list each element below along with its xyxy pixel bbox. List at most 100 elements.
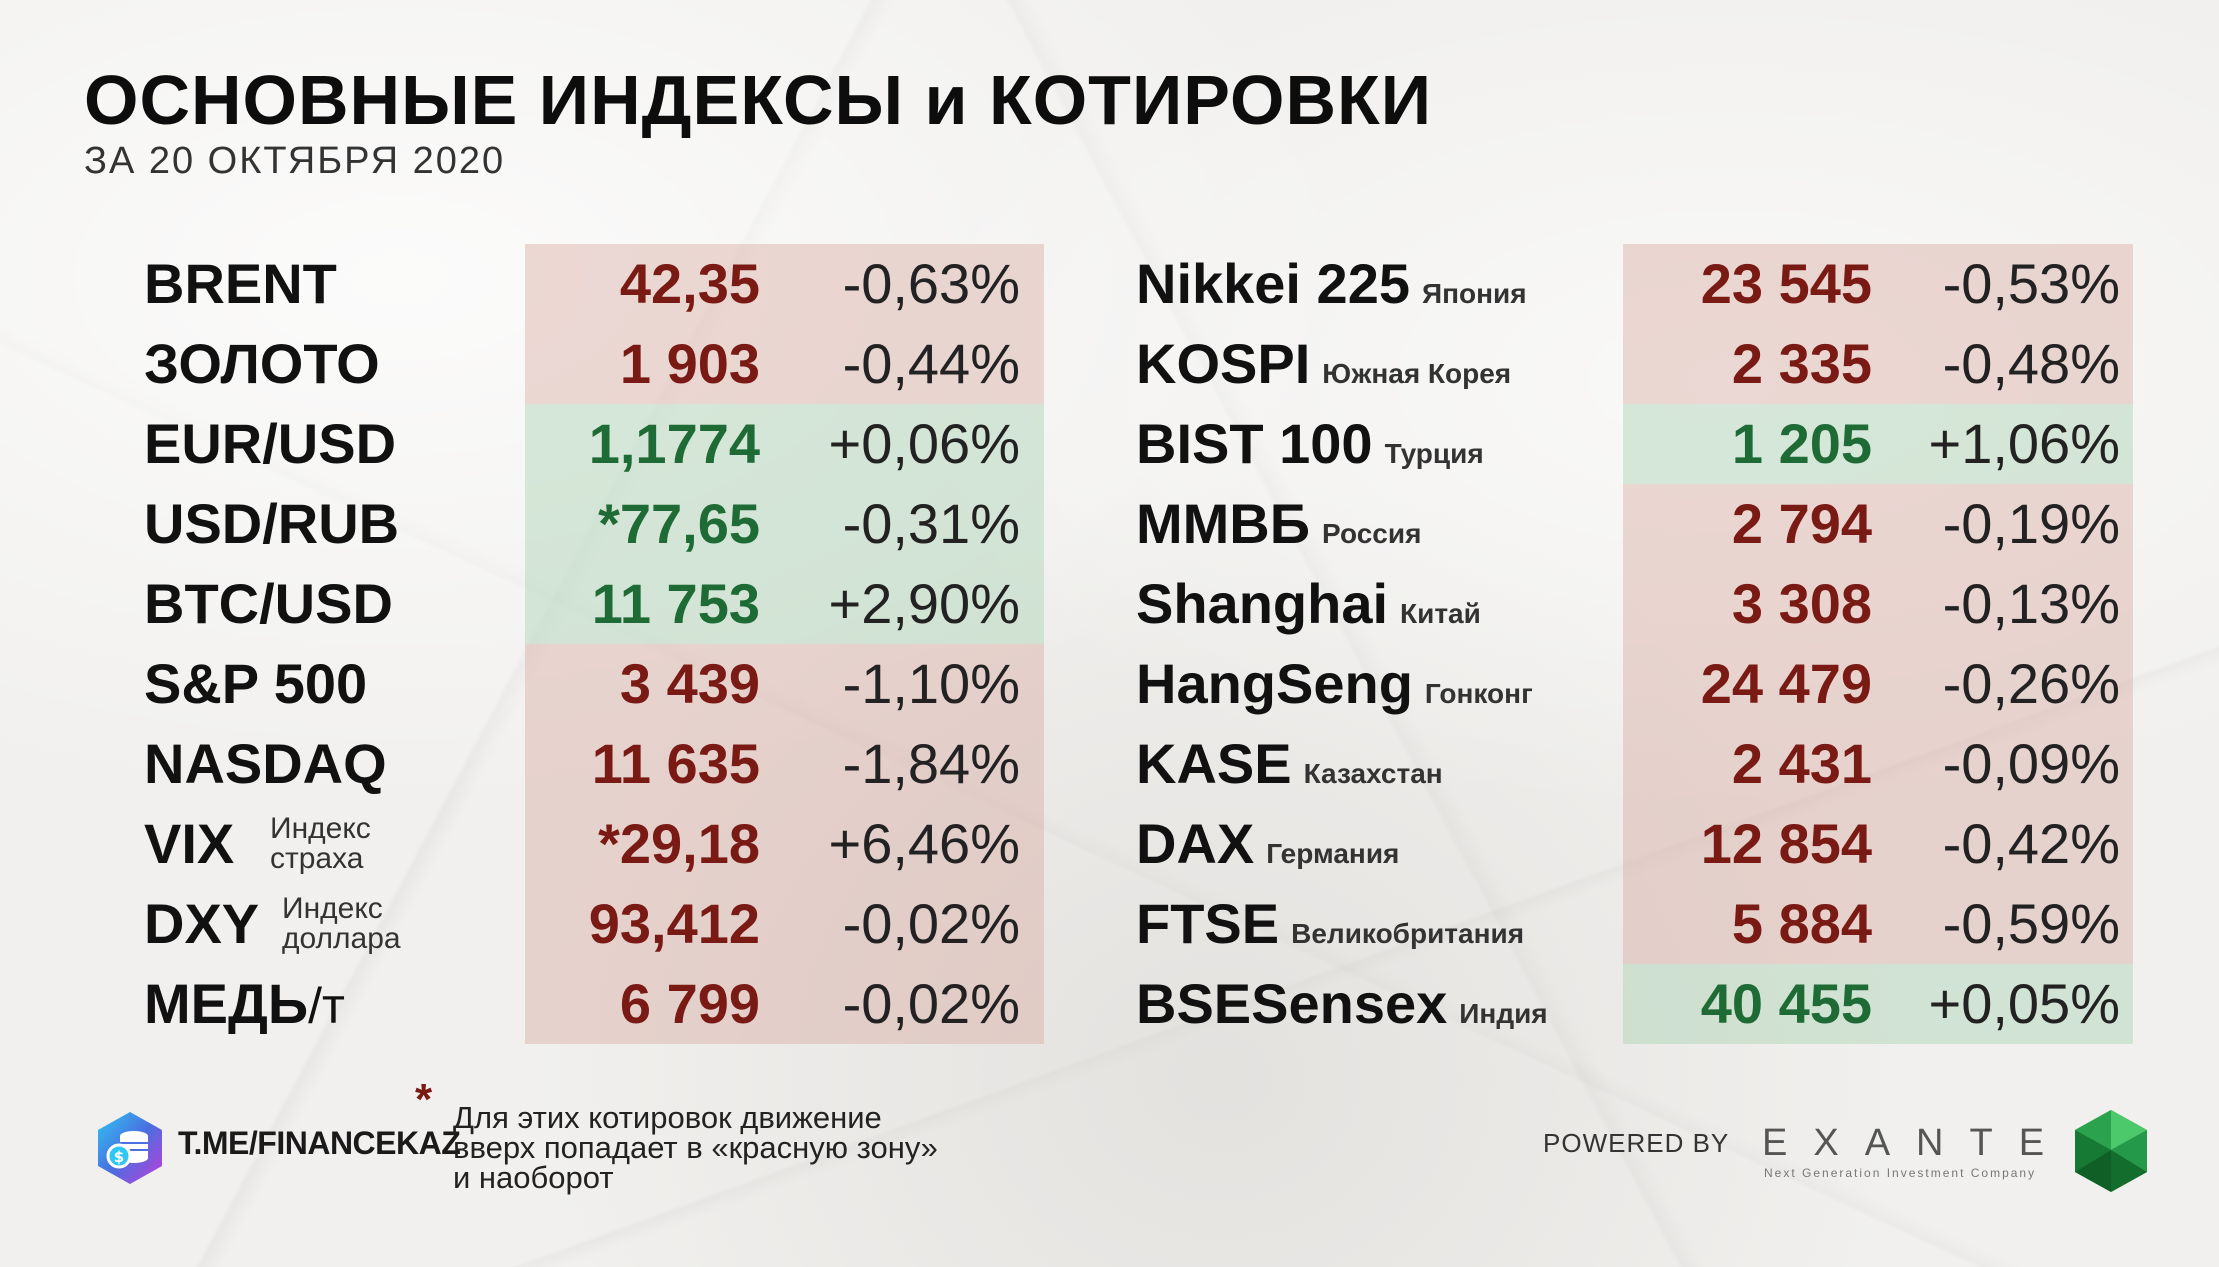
quote-value: *77,65 [598,492,760,555]
index-change: -0,48% [1942,332,2120,395]
red-zone-band [1623,244,2133,404]
index-country: Индия [1459,998,1548,1029]
table-row: S&P 500 3 439 -1,10% [0,644,1100,724]
index-change: -0,09% [1942,732,2120,795]
table-row: FTSE Великобритания 5 884 -0,59% [0,884,2219,964]
instrument-name: NASDAQ [144,724,387,804]
quote-change: +0,06% [828,412,1021,475]
instrument-label: МЕДЬ [144,972,309,1035]
index-name: BIST 100 Турция [1136,404,1484,494]
index-value: 1 205 [1731,412,1872,475]
index-country: Великобритания [1291,918,1525,949]
index-name: KOSPI Южная Корея [1136,324,1511,414]
index-name: ММВБ Россия [1136,484,1421,574]
quote-value: *29,18 [598,812,760,875]
page-subtitle: ЗА 20 ОКТЯБРЯ 2020 [84,140,506,182]
table-row: USD/RUB *77,65 -0,31% [0,484,1100,564]
index-country: Турция [1384,438,1484,469]
index-name: BSESensex Индия [1136,964,1548,1054]
footnote-line: вверх попадает в «красную зону» [453,1130,938,1165]
quote-change: -1,10% [842,652,1020,715]
index-name: HangSeng Гонконг [1136,644,1533,734]
index-label: FTSE [1136,892,1280,955]
table-row: BIST 100 Турция 1 205 +1,06% [0,404,2219,484]
instrument-label: S&P 500 [144,652,368,715]
quote-change: -0,02% [842,892,1020,955]
footnote: Для этих котировок движение вверх попада… [453,1100,1093,1193]
index-change: -0,19% [1942,492,2120,555]
instrument-description: Индекс [282,892,383,925]
powered-by-label: POWERED BY [1543,1128,1730,1158]
coins-hexagon-icon: $ [92,1110,168,1186]
index-value: 40 455 [1700,972,1872,1035]
index-change: +0,05% [1928,972,2121,1035]
index-name: Shanghai Китай [1136,564,1481,654]
table-row: KASE Казахстан 2 431 -0,09% [0,724,2219,804]
instrument-label: DXY [144,892,260,955]
instrument-label: VIX [144,812,235,875]
index-value: 5 884 [1731,892,1872,955]
table-row: BRENT 42,35 -0,63% [0,244,1100,324]
index-label: ММВБ [1136,492,1310,555]
index-value: 2 335 [1731,332,1872,395]
footnote-line: Для этих котировок движение [453,1100,882,1135]
green-gem-icon [2073,1108,2149,1194]
instrument-name: VIX [144,804,234,884]
index-change: -0,53% [1942,252,2120,315]
quote-change: -0,31% [842,492,1020,555]
svg-text:$: $ [114,1148,124,1166]
index-country: Япония [1421,278,1527,309]
instrument-name: USD/RUB [144,484,399,564]
quote-change: -0,02% [842,972,1020,1035]
index-country: Китай [1400,598,1481,629]
index-name: KASE Казахстан [1136,724,1443,814]
index-name: Nikkei 225 Япония [1136,244,1527,334]
quote-change: -0,63% [842,252,1020,315]
index-label: BIST 100 [1136,412,1373,475]
green-zone-band [1623,404,2133,484]
quote-value: 11 753 [591,572,760,635]
index-label: KOSPI [1136,332,1311,395]
green-zone-band [525,404,1044,644]
index-country: Казахстан [1303,758,1443,789]
green-zone-band [1623,964,2133,1044]
index-label: HangSeng [1136,652,1413,715]
table-row: DAX Германия 12 854 -0,42% [0,804,2219,884]
instrument-label: EUR/USD [144,412,397,475]
instrument-name: DXY [144,884,259,964]
exante-wordmark: EXANTE [1762,1122,2071,1164]
index-country: Германия [1266,838,1400,869]
index-change: -0,26% [1942,652,2120,715]
instrument-label: USD/RUB [144,492,400,555]
quote-value: 42,35 [619,252,760,315]
table-row: МЕДЬ/т 6 799 -0,02% [0,964,1100,1044]
index-country: Гонконг [1424,678,1533,709]
instrument-label: ЗОЛОТО [144,332,380,395]
index-country: Южная Корея [1322,358,1512,389]
table-row: Shanghai Китай 3 308 -0,13% [0,564,2219,644]
quote-value: 6 799 [619,972,760,1035]
index-label: Shanghai [1136,572,1389,635]
table-row: VIX Индекс страха *29,18 +6,46% [0,804,1100,884]
table-row: EUR/USD 1,1774 +0,06% [0,404,1100,484]
page-title: ОСНОВНЫЕ ИНДЕКСЫ и КОТИРОВКИ [84,61,1433,139]
index-change: -0,59% [1942,892,2120,955]
instrument-name: BRENT [144,244,337,324]
instrument-name: BTC/USD [144,564,393,644]
quote-value: 3 439 [619,652,760,715]
telegram-link[interactable]: T.ME/FINANCEKAZ [178,1125,461,1161]
table-row: Nikkei 225 Япония 23 545 -0,53% [0,244,2219,324]
instrument-description: Индекс [270,812,371,845]
instrument-name: МЕДЬ/т [144,964,345,1046]
quote-change: +6,46% [828,812,1021,875]
instrument-name: S&P 500 [144,644,367,724]
table-row: BSESensex Индия 40 455 +0,05% [0,964,2219,1044]
quote-value: 1,1774 [588,412,760,475]
index-change: -0,13% [1942,572,2120,635]
red-zone-band [525,644,1044,1044]
table-row: KOSPI Южная Корея 2 335 -0,48% [0,324,2219,404]
index-value: 2 794 [1731,492,1872,555]
index-value: 2 431 [1731,732,1872,795]
table-row: DXY Индекс доллара 93,412 -0,02% [0,884,1100,964]
instrument-name: EUR/USD [144,404,396,484]
